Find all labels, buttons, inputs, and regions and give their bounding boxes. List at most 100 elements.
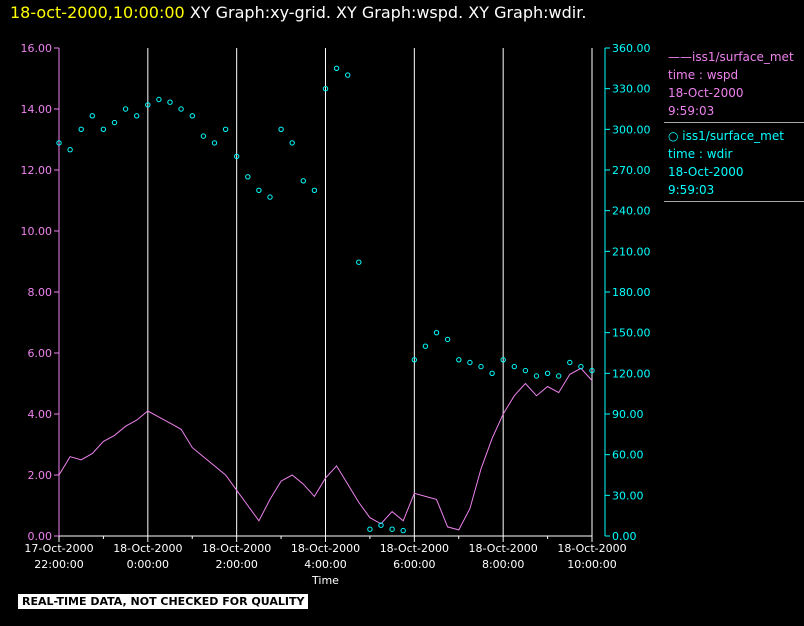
wdir-point <box>489 370 495 376</box>
wdir-point <box>367 526 373 532</box>
y-left-tick-label: 4.00 <box>28 408 53 421</box>
wdir-point <box>156 96 162 103</box>
legend-line-symbol: —— <box>668 50 692 64</box>
legend-wdir-field: time : wdir <box>668 147 733 161</box>
x-tick-date: 18-Oct-2000 <box>469 542 538 555</box>
wdir-point <box>100 126 107 133</box>
wdir-point <box>567 359 573 366</box>
wdir-point <box>478 363 484 370</box>
wdir-point <box>289 140 295 146</box>
legend-wspd[interactable]: ——iss1/surface_met time : wspd 18-Oct-20… <box>664 48 804 123</box>
wdir-point <box>134 113 140 119</box>
wdir-point <box>444 336 451 343</box>
wdir-point <box>345 72 351 78</box>
y-right-tick-label: 30.00 <box>612 489 644 502</box>
quality-notice: REAL-TIME DATA, NOT CHECKED FOR QUALITY <box>18 594 309 609</box>
legend-wdir-date: 18-Oct-2000 <box>668 165 744 179</box>
legend: ——iss1/surface_met time : wspd 18-Oct-20… <box>664 48 804 206</box>
legend-wdir-time: 9:59:03 <box>668 183 715 197</box>
y-left-tick-label: 14.00 <box>21 103 53 116</box>
wdir-point <box>544 370 551 376</box>
wdir-point <box>433 330 440 336</box>
wdir-point <box>333 65 340 72</box>
y-right-tick-label: 210.00 <box>612 245 651 258</box>
x-tick-time: 22:00:00 <box>34 558 83 571</box>
wdir-point <box>467 359 473 366</box>
legend-circle-symbol: ○ <box>668 129 683 143</box>
wdir-point <box>322 86 329 92</box>
wdir-point <box>556 373 562 379</box>
x-tick-date: 18-Oct-2000 <box>202 542 271 555</box>
y-right-tick-label: 120.00 <box>612 367 651 380</box>
y-left-tick-label: 12.00 <box>21 164 53 177</box>
wdir-point <box>111 119 118 126</box>
y-left-tick-label: 16.00 <box>21 42 53 55</box>
header-titles: XY Graph:xy-grid. XY Graph:wspd. XY Grap… <box>189 3 587 22</box>
chart-header: 18-oct-2000,10:00:00 XY Graph:xy-grid. X… <box>10 3 586 22</box>
wdir-point <box>234 153 240 160</box>
y-left-tick-label: 2.00 <box>28 469 53 482</box>
wdir-point <box>78 126 84 133</box>
y-right-tick-label: 240.00 <box>612 205 651 218</box>
legend-wspd-field: time : wspd <box>668 68 739 82</box>
wdir-point <box>578 363 584 370</box>
legend-wdir-series: iss1/surface_met <box>682 129 784 143</box>
wspd-line <box>58 367 593 531</box>
wdir-point <box>222 126 229 133</box>
wdir-point <box>589 367 595 374</box>
wdir-point <box>167 99 173 105</box>
wdir-point <box>189 113 196 119</box>
x-tick-time: 10:00:00 <box>567 558 616 571</box>
wdir-point <box>122 106 129 112</box>
x-tick-time: 6:00:00 <box>393 558 435 571</box>
wdir-point <box>400 527 406 534</box>
wdir-point <box>311 187 318 194</box>
wdir-point <box>522 367 529 374</box>
x-tick-time: 4:00:00 <box>304 558 346 571</box>
wdir-point <box>89 113 96 119</box>
y-left-tick-label: 8.00 <box>28 286 53 299</box>
legend-wspd-series: iss1/surface_met <box>692 50 794 64</box>
wdir-point <box>422 343 429 349</box>
wdir-point <box>500 357 506 363</box>
y-right-tick-label: 330.00 <box>612 83 651 96</box>
wdir-point <box>56 140 62 146</box>
wdir-point <box>456 357 462 363</box>
wdir-point <box>511 363 517 370</box>
y-left-tick-label: 0.00 <box>28 530 53 543</box>
x-tick-date: 18-Oct-2000 <box>380 542 449 555</box>
legend-wdir[interactable]: ○ iss1/surface_met time : wdir 18-Oct-20… <box>664 127 804 202</box>
wdir-point <box>267 194 273 200</box>
y-right-tick-label: 360.00 <box>612 42 651 55</box>
wdir-point <box>256 187 262 194</box>
x-axis-label: Time <box>311 574 339 587</box>
x-tick-date: 17-Oct-2000 <box>24 542 93 555</box>
y-left-tick-label: 6.00 <box>28 347 53 360</box>
wdir-point <box>278 126 284 133</box>
x-tick-time: 2:00:00 <box>215 558 257 571</box>
wdir-point <box>245 174 251 180</box>
x-tick-date: 18-Oct-2000 <box>557 542 626 555</box>
wdir-point <box>211 140 218 146</box>
x-tick-date: 18-Oct-2000 <box>291 542 360 555</box>
wdir-point <box>389 526 395 532</box>
wdir-point <box>178 106 184 112</box>
legend-wspd-date: 18-Oct-2000 <box>668 86 744 100</box>
wdir-point <box>200 133 207 139</box>
x-tick-time: 8:00:00 <box>482 558 524 571</box>
y-right-tick-label: 300.00 <box>612 123 651 136</box>
legend-wspd-time: 9:59:03 <box>668 104 715 118</box>
wdir-point <box>356 259 362 265</box>
y-right-tick-label: 150.00 <box>612 327 651 340</box>
x-tick-date: 18-Oct-2000 <box>113 542 182 555</box>
y-left-tick-label: 10.00 <box>21 225 53 238</box>
wdir-point <box>411 357 417 363</box>
wdir-point <box>378 522 384 528</box>
y-right-tick-label: 0.00 <box>612 530 637 543</box>
y-right-tick-label: 90.00 <box>612 408 644 421</box>
x-tick-time: 0:00:00 <box>127 558 169 571</box>
y-right-tick-label: 60.00 <box>612 449 644 462</box>
wdir-point <box>67 147 73 153</box>
y-right-tick-label: 270.00 <box>612 164 651 177</box>
wdir-point <box>533 373 540 379</box>
